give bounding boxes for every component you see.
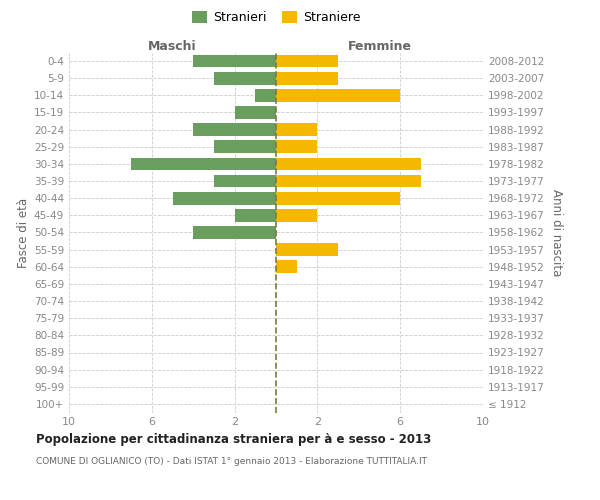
Text: Popolazione per cittadinanza straniera per à e sesso - 2013: Popolazione per cittadinanza straniera p… bbox=[36, 432, 431, 446]
Bar bbox=[193, 123, 276, 136]
Legend: Stranieri, Straniere: Stranieri, Straniere bbox=[187, 6, 365, 29]
Bar bbox=[193, 54, 276, 68]
Bar bbox=[276, 54, 338, 68]
Y-axis label: Anni di nascita: Anni di nascita bbox=[550, 189, 563, 276]
Bar bbox=[276, 260, 296, 273]
Bar bbox=[214, 140, 276, 153]
Bar bbox=[276, 174, 421, 188]
Bar bbox=[276, 243, 338, 256]
Bar bbox=[276, 72, 338, 85]
Bar bbox=[131, 158, 276, 170]
Text: Maschi: Maschi bbox=[148, 40, 197, 52]
Text: COMUNE DI OGLIANICO (TO) - Dati ISTAT 1° gennaio 2013 - Elaborazione TUTTITALIA.: COMUNE DI OGLIANICO (TO) - Dati ISTAT 1°… bbox=[36, 457, 427, 466]
Bar bbox=[214, 72, 276, 85]
Bar bbox=[276, 123, 317, 136]
Bar bbox=[235, 106, 276, 119]
Bar bbox=[276, 209, 317, 222]
Bar bbox=[276, 192, 400, 204]
Text: Femmine: Femmine bbox=[347, 40, 412, 52]
Bar bbox=[276, 140, 317, 153]
Bar bbox=[276, 158, 421, 170]
Bar bbox=[173, 192, 276, 204]
Bar bbox=[256, 89, 276, 102]
Bar bbox=[235, 209, 276, 222]
Y-axis label: Fasce di età: Fasce di età bbox=[17, 198, 30, 268]
Bar bbox=[276, 89, 400, 102]
Bar bbox=[214, 174, 276, 188]
Bar bbox=[193, 226, 276, 239]
